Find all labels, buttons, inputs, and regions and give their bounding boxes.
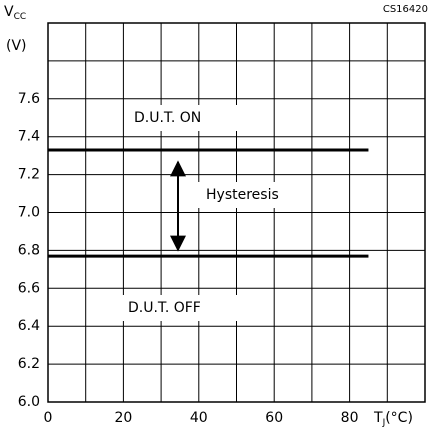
label-bg [122, 295, 240, 321]
y-axis-unit: (V) [6, 38, 27, 54]
y-tick-label: 7.2 [18, 167, 40, 183]
x-tick-label: 20 [114, 410, 132, 426]
y-tick-label: 6.0 [18, 394, 40, 410]
y-tick-label: 6.6 [18, 280, 40, 296]
y-axis-label: VCC [4, 4, 26, 22]
figure-code: CS16420 [383, 4, 428, 15]
label-bg [198, 182, 302, 208]
label-bg [128, 105, 238, 131]
y-tick-label: 7.0 [18, 205, 40, 221]
y-tick-label: 6.8 [18, 242, 40, 258]
x-tick-label: 60 [265, 410, 283, 426]
y-tick-label: 7.6 [18, 91, 40, 107]
annotation: D.U.T. ON [134, 110, 201, 126]
x-tick-label: 80 [341, 410, 359, 426]
annotation: Hysteresis [206, 187, 279, 203]
annotation: D.U.T. OFF [128, 300, 201, 316]
y-tick-label: 7.4 [18, 129, 40, 145]
y-tick-label: 6.2 [18, 356, 40, 372]
y-tick-label: 6.4 [18, 318, 40, 334]
x-axis-label: TJ(°C) [373, 410, 413, 428]
x-tick-label: 40 [190, 410, 208, 426]
x-tick-label: 0 [44, 410, 53, 426]
